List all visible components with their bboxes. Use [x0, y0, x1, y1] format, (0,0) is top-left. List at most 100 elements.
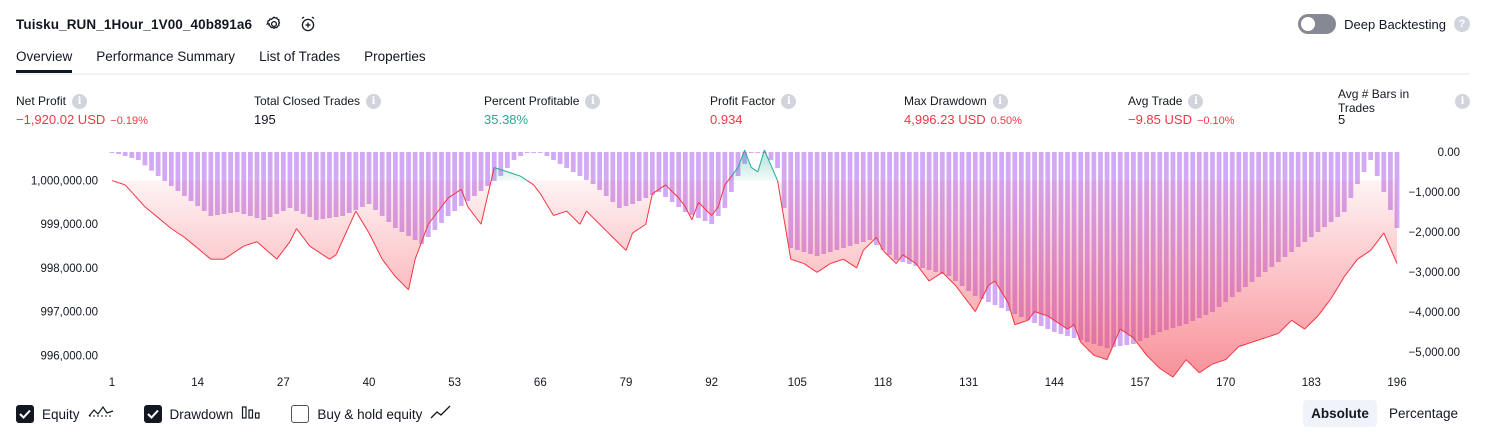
equity-segment [882, 250, 890, 258]
equity-segment [269, 252, 278, 260]
equity-segment [691, 202, 699, 221]
equity-segment [1205, 363, 1213, 369]
deep-backtesting-control: Deep Backtesting ? [1298, 12, 1470, 36]
equity-segment [296, 228, 304, 238]
equity-segment [948, 278, 956, 286]
alarm-clock-add-icon[interactable] [296, 12, 320, 36]
equity-segment [1119, 328, 1128, 334]
info-icon[interactable]: i [366, 93, 382, 109]
gear-icon[interactable] [262, 12, 286, 36]
equity-segment [968, 302, 976, 312]
equity-above-area [112, 150, 1397, 181]
drawdown-bar [505, 152, 510, 168]
equity-segment [744, 149, 752, 168]
equity-segment [1159, 367, 1167, 374]
info-icon[interactable]: i [781, 93, 797, 109]
equity-segment [335, 240, 344, 256]
drawdown-bar [182, 152, 187, 196]
deep-backtesting-toggle[interactable] [1298, 14, 1337, 34]
absolute-button[interactable]: Absolute [1303, 400, 1377, 427]
info-icon[interactable]: i [1455, 93, 1470, 109]
equity-segment [1040, 313, 1048, 317]
equity-segment [757, 149, 765, 172]
y-axis-left: 1,000,000.00 999,000.00 998,000.00 997,000.… [31, 176, 98, 363]
drawdown-bar [478, 152, 484, 191]
drawdown-bar [630, 152, 635, 204]
info-icon[interactable]: i [992, 93, 1008, 109]
drawdown-bar [1381, 152, 1387, 192]
equity-segment [665, 184, 673, 192]
legend-equity[interactable]: Equity [16, 404, 114, 425]
drawdown-bar [524, 152, 530, 153]
equity-segment [1317, 306, 1325, 317]
info-icon[interactable]: i [1188, 93, 1204, 109]
x-tick-label: 144 [1045, 377, 1065, 389]
drawdown-bar [557, 152, 563, 164]
equity-segment [137, 199, 146, 208]
equity-segment [1001, 291, 1009, 304]
equity-segment [467, 206, 475, 216]
drawdown-bar [155, 152, 161, 176]
info-icon[interactable]: i [585, 93, 601, 109]
equity-segment [256, 241, 264, 248]
equity-segment [203, 253, 212, 260]
equity-segment [533, 184, 541, 194]
buyhold-checkbox[interactable] [291, 405, 310, 423]
drawdown-bar [1368, 152, 1374, 160]
x-tick-label: 118 [874, 377, 892, 389]
equity-segment [1179, 359, 1187, 369]
equity-segment [658, 184, 666, 190]
equity-segment [111, 180, 119, 184]
equity-segment [836, 258, 844, 262]
equity-segment [909, 258, 917, 264]
equity-segment [717, 184, 726, 207]
legend-drawdown[interactable]: Drawdown [143, 404, 262, 425]
drawdown-bar [735, 152, 741, 176]
equity-segment [790, 258, 798, 262]
drawdown-bar [597, 152, 603, 190]
equity-segment [974, 298, 983, 312]
info-icon[interactable]: i [72, 93, 88, 109]
equity-segment [856, 250, 864, 269]
equity-segment [1060, 324, 1068, 330]
equity-drawdown-chart[interactable]: 1,000,000.00 999,000.00 998,000.00 997,000.… [0, 140, 1486, 394]
equity-segment [1225, 352, 1233, 360]
equity-segment [1166, 372, 1174, 378]
question-icon[interactable]: ? [1454, 16, 1470, 32]
x-tick-label: 40 [363, 377, 376, 389]
equity-segment [230, 250, 238, 256]
equity-segment [316, 250, 324, 256]
drawdown-bar [781, 152, 787, 208]
tab-performance-summary[interactable]: Performance Summary [96, 49, 236, 64]
buyhold-label: Buy & hold equity [317, 406, 423, 422]
legend-buy-hold[interactable]: Buy & hold equity [291, 404, 452, 425]
equity-segment [348, 210, 357, 226]
equity-segment [184, 236, 192, 244]
drawdown-bar [149, 152, 154, 171]
equity-checkbox[interactable] [16, 405, 34, 423]
equity-segment [711, 206, 719, 216]
equity-segment [698, 202, 706, 210]
stat-sub-value: −0.10% [1196, 115, 1235, 127]
x-tick-label: 105 [788, 377, 807, 389]
y-right-tick-label: −3,000.00 [1409, 267, 1460, 279]
equity-segment [164, 222, 172, 229]
equity-segment [632, 228, 640, 234]
equity-segment [401, 282, 409, 291]
tab-list-of-trades[interactable]: List of Trades [259, 49, 341, 64]
drawdown-checkbox[interactable] [143, 405, 162, 423]
percentage-button[interactable]: Percentage [1388, 406, 1458, 421]
equity-segment [513, 173, 521, 177]
equity-line [111, 149, 1398, 378]
equity-segment [494, 166, 501, 171]
drawdown-bar [135, 152, 141, 160]
y-left-tick-label: 998,000.00 [40, 263, 98, 275]
equity-segment [1337, 276, 1345, 288]
stat-profit-factor: Profit Factor i 0.934 [710, 93, 797, 127]
equity-segment [704, 208, 713, 216]
equity-segment [783, 219, 792, 260]
drawdown-bar [1361, 152, 1367, 172]
tab-overview[interactable]: Overview [16, 44, 73, 73]
drawdown-bar [729, 152, 734, 192]
tab-properties[interactable]: Properties [364, 49, 426, 64]
